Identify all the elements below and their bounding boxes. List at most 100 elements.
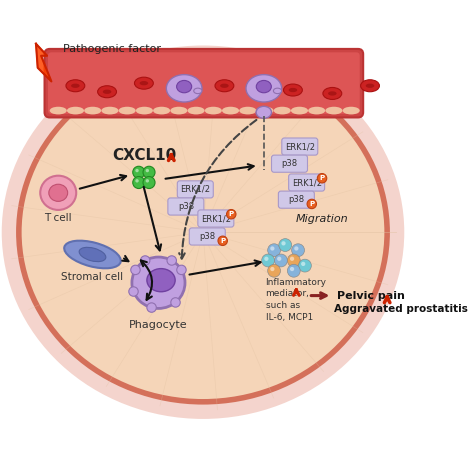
Text: CXCL10: CXCL10 (112, 147, 176, 162)
Circle shape (262, 254, 274, 267)
Ellipse shape (153, 107, 170, 115)
Circle shape (146, 169, 149, 172)
FancyBboxPatch shape (189, 228, 225, 245)
Circle shape (277, 257, 282, 261)
Circle shape (136, 169, 139, 172)
Text: Pelvic pain: Pelvic pain (337, 291, 404, 301)
Text: Phagocyte: Phagocyte (129, 319, 188, 329)
Ellipse shape (147, 268, 175, 292)
Ellipse shape (323, 87, 342, 100)
Ellipse shape (79, 248, 106, 262)
Ellipse shape (19, 63, 387, 402)
Circle shape (270, 267, 274, 271)
Ellipse shape (273, 107, 291, 115)
Text: ERK1/2: ERK1/2 (201, 214, 231, 223)
Ellipse shape (71, 84, 80, 88)
Text: p38: p38 (288, 195, 304, 204)
Ellipse shape (343, 107, 360, 115)
Circle shape (143, 177, 155, 188)
Circle shape (290, 267, 294, 271)
Ellipse shape (2, 46, 404, 419)
FancyBboxPatch shape (282, 138, 318, 155)
Text: ERK1/2: ERK1/2 (292, 178, 322, 187)
FancyBboxPatch shape (272, 155, 308, 172)
Ellipse shape (67, 107, 84, 115)
FancyBboxPatch shape (289, 174, 325, 191)
Ellipse shape (66, 80, 85, 92)
Ellipse shape (256, 106, 272, 118)
Circle shape (270, 246, 274, 251)
Circle shape (287, 264, 300, 277)
Text: Migration: Migration (295, 213, 348, 223)
Ellipse shape (49, 184, 68, 202)
FancyBboxPatch shape (198, 210, 234, 227)
Circle shape (147, 303, 156, 312)
Ellipse shape (182, 91, 191, 96)
Ellipse shape (135, 77, 153, 89)
Ellipse shape (246, 75, 282, 102)
Ellipse shape (40, 176, 76, 210)
Ellipse shape (170, 107, 187, 115)
Ellipse shape (140, 81, 148, 86)
FancyBboxPatch shape (45, 49, 363, 117)
Ellipse shape (103, 90, 111, 94)
Ellipse shape (177, 81, 191, 93)
Ellipse shape (205, 107, 222, 115)
Circle shape (301, 262, 305, 266)
Ellipse shape (188, 107, 205, 115)
Circle shape (307, 199, 317, 209)
Ellipse shape (325, 107, 343, 115)
Ellipse shape (118, 107, 136, 115)
Ellipse shape (177, 87, 196, 100)
Circle shape (282, 241, 286, 246)
Circle shape (131, 265, 140, 275)
Circle shape (294, 246, 299, 251)
Ellipse shape (256, 107, 273, 115)
Circle shape (146, 179, 149, 182)
Circle shape (279, 238, 292, 252)
Ellipse shape (136, 107, 153, 115)
FancyBboxPatch shape (177, 181, 213, 198)
Circle shape (268, 264, 281, 277)
Text: P: P (309, 201, 314, 207)
Circle shape (133, 177, 145, 188)
Ellipse shape (328, 91, 337, 96)
Text: p38: p38 (282, 159, 298, 168)
Text: Pathogenic factor: Pathogenic factor (63, 44, 161, 54)
Text: Stromal cell: Stromal cell (62, 272, 124, 282)
Ellipse shape (222, 107, 239, 115)
Ellipse shape (220, 84, 228, 88)
Circle shape (227, 209, 236, 219)
Circle shape (290, 257, 294, 261)
Circle shape (140, 256, 150, 265)
Text: P: P (220, 238, 225, 244)
Ellipse shape (166, 75, 202, 102)
FancyBboxPatch shape (48, 52, 360, 114)
Text: ERK1/2: ERK1/2 (285, 142, 315, 151)
Circle shape (292, 244, 304, 257)
FancyBboxPatch shape (278, 191, 314, 208)
Ellipse shape (64, 241, 121, 268)
Circle shape (274, 254, 287, 267)
Ellipse shape (101, 107, 118, 115)
FancyBboxPatch shape (168, 198, 204, 215)
Circle shape (143, 166, 155, 178)
Ellipse shape (239, 107, 256, 115)
Polygon shape (36, 44, 51, 81)
Ellipse shape (291, 107, 308, 115)
Circle shape (167, 256, 176, 265)
Circle shape (317, 173, 327, 183)
Ellipse shape (84, 107, 101, 115)
Ellipse shape (194, 88, 202, 94)
Text: p38: p38 (178, 202, 194, 211)
Text: ERK1/2: ERK1/2 (180, 185, 210, 194)
Ellipse shape (132, 257, 185, 308)
Circle shape (129, 287, 138, 296)
Ellipse shape (308, 107, 325, 115)
Text: Inflammatory
mediator,
such as
IL-6, MCP1: Inflammatory mediator, such as IL-6, MCP… (265, 278, 327, 322)
Ellipse shape (361, 80, 380, 92)
Circle shape (264, 257, 268, 261)
Circle shape (287, 254, 300, 267)
Text: P: P (228, 211, 234, 217)
Circle shape (136, 179, 139, 182)
